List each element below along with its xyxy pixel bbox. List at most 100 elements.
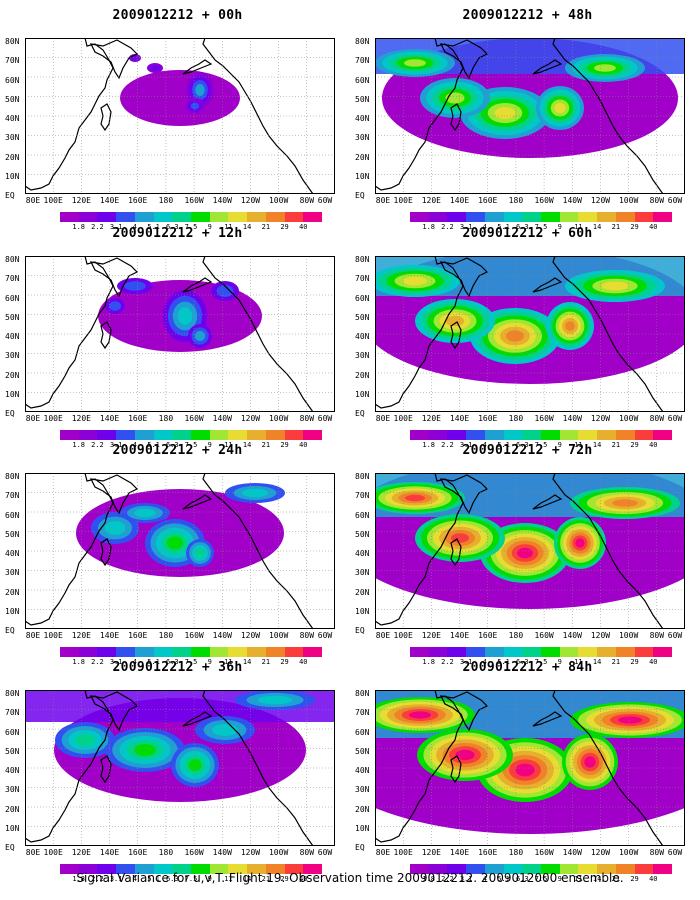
longitude-label: 120E <box>421 848 441 857</box>
colorbar-swatches <box>60 212 323 222</box>
colorbar-swatch <box>578 212 598 222</box>
coastline-americas <box>202 473 335 629</box>
longitude-label: 120W <box>590 848 611 857</box>
colorbar-label: 14 <box>592 223 602 231</box>
forecast-panel: 2009012212 + 72h 80N 70N 60N 50N 40N 30N 20N 10… <box>355 435 700 666</box>
longitude-label: 100W <box>618 848 639 857</box>
panel-title: 2009012212 + 72h <box>462 443 593 458</box>
longitude-label: 140W <box>562 414 582 423</box>
latitude-label: 40N <box>355 114 370 123</box>
colorbar: 1.8 2.2 3.1 4 5.1 6.3 7.5 9 11 14 21 29 40 <box>410 212 673 237</box>
longitude-label: 140E <box>449 196 470 205</box>
latitude-label: 70N <box>355 708 370 718</box>
longitude-label: 160E <box>478 631 498 640</box>
colorbar-swatch <box>503 430 523 440</box>
variance-map <box>375 690 685 846</box>
longitude-label: 100W <box>618 631 639 640</box>
coastline-japan <box>450 538 462 567</box>
longitude-label: 140E <box>99 631 120 640</box>
map-frame <box>375 690 685 846</box>
coastline-kamchatka <box>89 691 139 732</box>
colorbar-swatch <box>228 430 248 440</box>
colorbar-labels: 1.8 2.2 3.1 4 5.1 6.3 7.5 9 11 14 21 29 40 <box>60 659 322 669</box>
colorbar-label: 9 <box>557 875 562 883</box>
variance-contour <box>188 759 202 771</box>
panel-title: 2009012212 + 60h <box>462 226 593 241</box>
colorbar-swatch <box>265 864 285 874</box>
longitude-label: 100W <box>268 631 289 640</box>
colorbar-swatch <box>153 864 173 874</box>
colorbar-swatches <box>410 212 673 222</box>
colorbar-swatch <box>78 212 98 222</box>
colorbar-label: 3.1 <box>459 875 473 883</box>
variance-contour <box>594 64 616 72</box>
colorbar-label: 9 <box>207 875 212 883</box>
colorbar-swatch <box>541 430 560 440</box>
latitude-label: 20N <box>5 587 20 597</box>
longitude-label: 100W <box>618 414 639 423</box>
latitude-label: 10N <box>355 171 370 181</box>
latitude-label: 10N <box>5 389 20 399</box>
latitude-label: 20N <box>355 804 370 814</box>
longitude-label: 140E <box>449 631 470 640</box>
latitude-label: 40N <box>355 332 370 341</box>
longitude-label: 140E <box>99 196 120 205</box>
colorbar-label: 40 <box>649 441 658 449</box>
colorbar: 1.8 2.2 3.1 4 5.1 6.3 7.5 9 11 14 21 29 40 <box>410 430 673 455</box>
forecast-panel: 2009012212 + 12h 80N 70N 60N 50N 40N 30N 20N 10… <box>5 218 350 449</box>
variance-map <box>375 473 685 629</box>
longitude-label: 60W <box>667 196 683 205</box>
longitude-labels: 80E 100E 120E 140E 160E 180 160W 140W 120W 100W 80… <box>25 415 335 425</box>
longitude-label: 80W <box>299 848 315 857</box>
colorbar-label: 40 <box>649 875 658 883</box>
colorbar-label: 4 <box>132 223 137 231</box>
longitude-label: 120E <box>421 414 441 423</box>
colorbar-label: 14 <box>592 875 602 883</box>
variance-contour <box>104 521 126 535</box>
latitude-label: 30N <box>355 351 370 361</box>
colorbar-swatch <box>428 212 448 222</box>
latitude-label: 70N <box>5 708 20 718</box>
longitude-label: 140W <box>212 414 232 423</box>
colorbar-label: 7.5 <box>534 223 548 231</box>
variance-contour <box>494 107 516 119</box>
coastline-kamchatka <box>439 474 489 515</box>
longitude-label: 60W <box>667 414 683 423</box>
colorbar-label: 11 <box>224 223 233 231</box>
map-frame <box>25 473 335 629</box>
colorbar-swatch <box>447 864 467 874</box>
colorbar-label: 29 <box>630 441 639 449</box>
variance-contour <box>409 711 431 719</box>
colorbar-label: 14 <box>242 223 252 231</box>
latitude-label: 50N <box>5 94 20 104</box>
colorbar-swatch <box>78 864 98 874</box>
colorbar-label: 1.8 <box>72 875 86 883</box>
colorbar-swatch <box>116 864 135 874</box>
coastline-americas <box>202 690 335 846</box>
latitude-label: 10N <box>355 606 370 616</box>
colorbar-label: 40 <box>649 223 658 231</box>
colorbar-swatch <box>134 212 154 222</box>
longitude-label: 180 <box>508 848 524 857</box>
forecast-panel: 2009012212 + 24h 80N 70N 60N 50N 40N 30N 20N 10… <box>5 435 350 666</box>
colorbar-label: 6.3 <box>165 875 179 883</box>
latitude-label: 70N <box>5 274 20 284</box>
longitude-label: 100W <box>618 196 639 205</box>
colorbar-swatch <box>597 864 616 874</box>
longitude-label: 120E <box>71 196 91 205</box>
colorbar-swatch <box>60 864 79 874</box>
colorbar: 1.8 2.2 3.1 4 5.1 6.3 7.5 9 11 14 21 29 40 <box>410 647 673 672</box>
colorbar-label: 3.1 <box>459 223 473 231</box>
colorbar-label: 2.2 <box>91 223 104 231</box>
colorbar-label: 3.1 <box>109 223 123 231</box>
coastline-alaska-peninsula <box>532 711 563 727</box>
latitude-label: 50N <box>5 529 20 539</box>
colorbar-label: 7.5 <box>184 441 198 449</box>
longitude-label: 120W <box>240 631 261 640</box>
coastline-japan <box>450 755 462 784</box>
coastline-americas <box>552 38 685 194</box>
colorbar-label: 14 <box>242 658 252 666</box>
latitude-label: 40N <box>5 114 20 123</box>
variance-contour <box>177 307 193 325</box>
colorbar-label: 9 <box>207 223 212 231</box>
